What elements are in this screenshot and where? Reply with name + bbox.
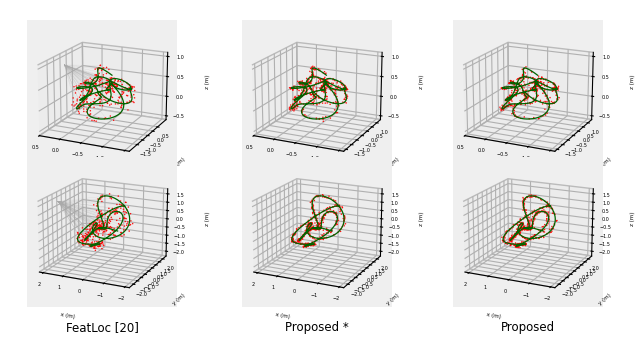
Text: Proposed: Proposed	[501, 321, 555, 334]
Y-axis label: y (m): y (m)	[172, 293, 186, 306]
X-axis label: x (m): x (m)	[486, 176, 501, 183]
Y-axis label: y (m): y (m)	[386, 293, 401, 306]
Y-axis label: y (m): y (m)	[597, 293, 612, 306]
X-axis label: x (m): x (m)	[275, 312, 290, 319]
Y-axis label: y (m): y (m)	[597, 156, 612, 169]
X-axis label: x (m): x (m)	[60, 312, 76, 319]
Text: Proposed *: Proposed *	[285, 321, 349, 334]
X-axis label: x (m): x (m)	[275, 176, 290, 183]
X-axis label: x (m): x (m)	[60, 176, 76, 183]
Y-axis label: y (m): y (m)	[386, 156, 401, 169]
X-axis label: x (m): x (m)	[486, 312, 501, 319]
Y-axis label: y (m): y (m)	[172, 156, 186, 169]
Text: FeatLoc [20]: FeatLoc [20]	[66, 321, 139, 334]
